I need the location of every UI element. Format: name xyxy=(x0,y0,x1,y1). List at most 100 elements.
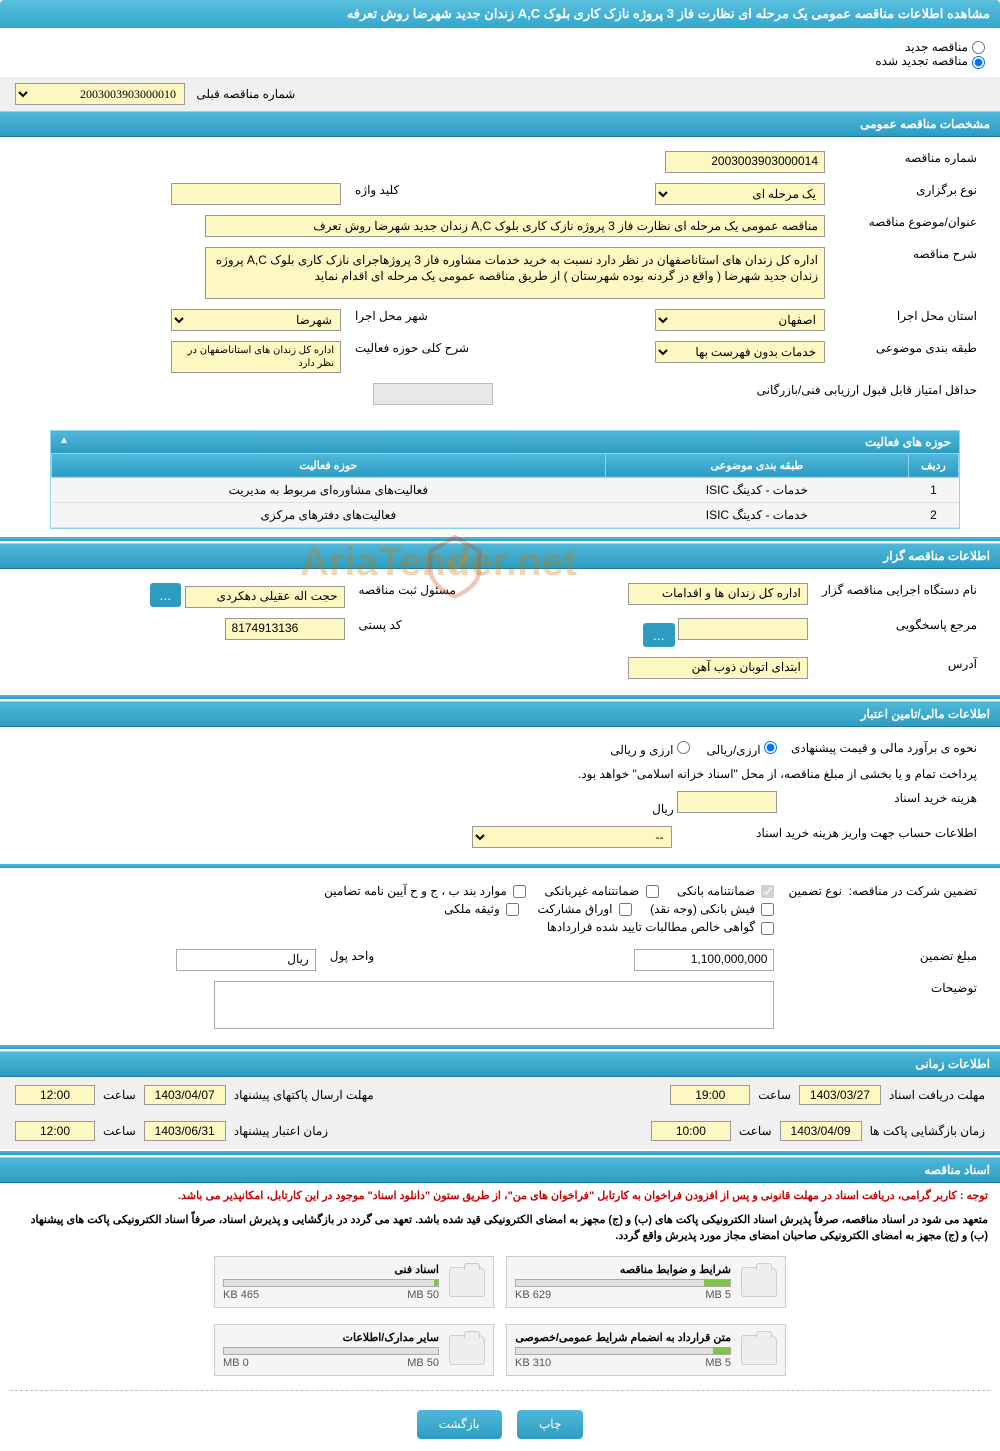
general-form: شماره مناقصه 2003003903000014 نوع برگزار… xyxy=(0,137,1000,422)
province-select[interactable]: اصفهان xyxy=(655,309,825,331)
acct-label: اطلاعات حساب جهت واریز هزینه خرید اسناد xyxy=(680,822,983,852)
row-act: فعالیت‌های دفترهای مرکزی xyxy=(52,502,606,527)
prev-number-label: شماره مناقصه قبلی xyxy=(196,87,295,101)
radio-renewed[interactable] xyxy=(972,56,985,69)
section-timing: اطلاعات زمانی xyxy=(0,1051,1000,1077)
g-bylaw[interactable]: موارد بند ب ، ج و ح آیین نامه تضامین xyxy=(324,884,526,898)
doc-card[interactable]: متن قرارداد به انضمام شرایط عمومی/خصوصی … xyxy=(506,1324,786,1376)
city-label: شهر محل اجرا xyxy=(349,305,499,335)
receive-label: مهلت دریافت اسناد xyxy=(889,1088,985,1102)
scope-value: اداره کل زندان های استاناصفهان در نظر دا… xyxy=(171,341,341,373)
doc-bar xyxy=(515,1347,731,1355)
section-docs: اسناد مناقصه xyxy=(0,1157,1000,1183)
scope-label: شرح کلی حوزه فعالیت xyxy=(349,337,499,377)
opt-fx-radio[interactable] xyxy=(764,741,777,754)
open-label: زمان بازگشایی پاکت ها xyxy=(870,1124,985,1138)
prev-number-select[interactable]: 2003003903000010 xyxy=(15,83,185,105)
validity-time-label: ساعت xyxy=(103,1124,136,1138)
folder-icon xyxy=(741,1267,777,1297)
g-prop[interactable]: وثیقه ملکی xyxy=(444,902,519,916)
opt-fx-label[interactable]: ارزی/ریالی xyxy=(707,743,777,757)
minscore-value xyxy=(373,383,493,405)
radio-new-label[interactable]: مناقصه جدید xyxy=(905,40,985,54)
activity-box: حوزه های فعالیت ▲ ردیف طبقه بندی موضوعی … xyxy=(50,430,960,529)
doc-card[interactable]: سایر مدارک/اطلاعات 50 MB0 MB xyxy=(214,1324,494,1376)
doc-sizes: 50 MB465 KB xyxy=(223,1289,439,1301)
activity-header-text: حوزه های فعالیت xyxy=(865,435,951,449)
print-button[interactable]: چاپ xyxy=(517,1410,583,1439)
dept-label: نام دستگاه اجرایی مناقصه گزار xyxy=(816,579,983,612)
desc-label: شرح مناقصه xyxy=(833,243,983,303)
opt-rial-label[interactable]: ارزی و ریالی xyxy=(610,743,690,757)
row-cat: خدمات - کدینگ ISIC xyxy=(605,502,908,527)
col-activity: حوزه فعالیت xyxy=(52,453,606,477)
radio-new-text: مناقصه جدید xyxy=(905,40,968,54)
more-button[interactable]: ... xyxy=(150,583,182,607)
g-nonbank[interactable]: ضمانتنامه غیربانکی xyxy=(545,884,659,898)
doc-card[interactable]: شرایط و ضوابط مناقصه 5 MB629 KB xyxy=(506,1256,786,1308)
unit-label: واحد پول xyxy=(324,945,474,975)
guarantee-form: تضمین شرکت در مناقصه: نوع تضمین ضمانتنام… xyxy=(0,870,1000,1043)
g-bank[interactable]: ضمانتنامه بانکی xyxy=(677,884,775,898)
ref-more-button[interactable]: ... xyxy=(643,623,675,647)
submit-date: 1403/04/07 xyxy=(144,1085,226,1105)
keyword-input[interactable] xyxy=(171,183,341,205)
payment-note: پرداخت تمام و یا بخشی از مبلغ مناقصه، از… xyxy=(17,763,983,785)
radio-new[interactable] xyxy=(972,41,985,54)
activity-header: حوزه های فعالیت ▲ xyxy=(51,431,959,453)
doc-title: شرایط و ضوابط مناقصه xyxy=(515,1263,731,1276)
section-financial: اطلاعات مالی/تامین اعتبار xyxy=(0,701,1000,727)
responsible-value: حجت اله عقیلی دهکردی xyxy=(185,586,345,608)
doc-sizes: 5 MB629 KB xyxy=(515,1289,731,1301)
col-category: طبقه بندی موضوعی xyxy=(605,453,908,477)
ref-value xyxy=(678,618,808,640)
receive-time: 19:00 xyxy=(670,1085,750,1105)
doc-card[interactable]: اسناد فنی 50 MB465 KB xyxy=(214,1256,494,1308)
section-general: مشخصات مناقصه عمومی xyxy=(0,111,1000,137)
prev-number-row: شماره مناقصه قبلی 2003003903000010 xyxy=(0,77,1000,111)
divider xyxy=(0,1151,1000,1155)
number-value: 2003003903000014 xyxy=(665,151,825,173)
g-cash[interactable]: فیش بانکی (وجه نقد) xyxy=(650,902,774,916)
docs-container: شرایط و ضوابط مناقصه 5 MB629 KB اسناد فن… xyxy=(0,1248,1000,1384)
status-radios: مناقصه جدید مناقصه تجدید شده xyxy=(0,32,1000,77)
category-select[interactable]: خدمات بدون فهرست بها xyxy=(655,341,825,363)
notice-black: متعهد می شود در اسناد مناقصه، صرفاً پذیر… xyxy=(0,1208,1000,1248)
g-bonds[interactable]: اوراق مشارکت xyxy=(537,902,631,916)
docs-row: متن قرارداد به انضمام شرایط عمومی/خصوصی … xyxy=(0,1316,1000,1384)
folder-icon xyxy=(449,1267,485,1297)
opt-rial-radio[interactable] xyxy=(677,741,690,754)
back-button[interactable]: بازگشت xyxy=(417,1410,502,1439)
type-select[interactable]: یک مرحله ای xyxy=(655,183,825,205)
row-act: فعالیت‌های مشاوره‌ای مربوط به مدیریت xyxy=(52,477,606,502)
doc-info: اسناد فنی 50 MB465 KB xyxy=(223,1263,439,1301)
open-time: 10:00 xyxy=(651,1121,731,1141)
g-cert[interactable]: گواهی خالص مطالبات تایید شده قراردادها xyxy=(547,920,775,934)
number-label: شماره مناقصه xyxy=(833,147,983,177)
doccost-unit: ریال xyxy=(652,802,674,816)
unit-value: ریال xyxy=(176,949,316,971)
acct-select[interactable]: -- xyxy=(472,826,672,848)
validity-label: زمان اعتبار پیشنهاد xyxy=(234,1124,328,1138)
doc-sizes: 5 MB310 KB xyxy=(515,1357,731,1369)
dept-value: اداره کل زندان ها و اقدامات xyxy=(628,583,808,605)
postal-label: کد پستی xyxy=(353,614,503,651)
radio-renewed-label[interactable]: مناقصه تجدید شده xyxy=(875,54,985,68)
notes-textarea[interactable] xyxy=(214,981,774,1029)
doc-sizes: 50 MB0 MB xyxy=(223,1357,439,1369)
amount-value: 1,100,000,000 xyxy=(634,949,774,971)
city-select[interactable]: شهرضا xyxy=(171,309,341,331)
row-n: 2 xyxy=(909,502,959,527)
address-value: ابتدای اتوبان ذوب آهن xyxy=(628,657,808,679)
folder-icon xyxy=(741,1335,777,1365)
button-row: چاپ بازگشت xyxy=(0,1398,1000,1451)
section-organizer: اطلاعات مناقصه گزار xyxy=(0,543,1000,569)
chevron-up-icon[interactable]: ▲ xyxy=(59,435,69,446)
estimate-label: نحوه ی برآورد مالی و قیمت پیشنهادی xyxy=(785,737,983,761)
receive-date: 1403/03/27 xyxy=(799,1085,881,1105)
guarantee-label: تضمین شرکت در مناقصه: نوع تضمین xyxy=(782,880,983,943)
radio-renewed-text: مناقصه تجدید شده xyxy=(875,54,968,68)
subject-value: مناقصه عمومی یک مرحله ای نظارت فاز 3 پرو… xyxy=(205,215,825,237)
type-label: نوع برگزاری xyxy=(833,179,983,209)
validity-date: 1403/06/31 xyxy=(144,1121,226,1141)
